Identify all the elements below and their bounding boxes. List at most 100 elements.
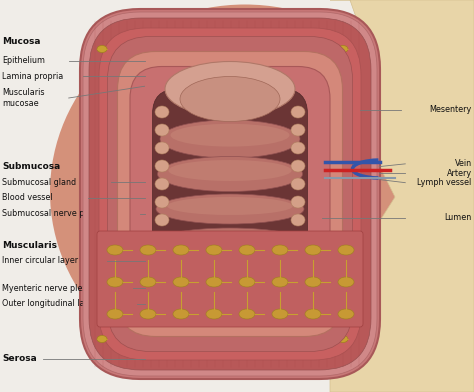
Circle shape (112, 272, 114, 275)
Text: Lumen: Lumen (445, 213, 472, 222)
Circle shape (318, 317, 320, 319)
Circle shape (234, 27, 237, 30)
Ellipse shape (158, 262, 282, 277)
Circle shape (97, 214, 99, 217)
Circle shape (288, 341, 291, 343)
Circle shape (322, 311, 325, 313)
Text: Outer longitudinal layer: Outer longitudinal layer (2, 299, 98, 308)
Circle shape (143, 319, 146, 322)
Circle shape (99, 232, 101, 234)
Ellipse shape (173, 245, 189, 255)
Circle shape (166, 339, 169, 341)
Circle shape (275, 38, 278, 40)
Circle shape (160, 335, 163, 337)
Text: Vein: Vein (455, 160, 472, 168)
Ellipse shape (272, 277, 288, 287)
Circle shape (166, 47, 169, 49)
Ellipse shape (157, 156, 302, 192)
Circle shape (350, 125, 353, 127)
Circle shape (119, 287, 122, 290)
Circle shape (133, 78, 135, 80)
Circle shape (347, 117, 350, 120)
FancyBboxPatch shape (89, 18, 371, 370)
Ellipse shape (157, 45, 167, 53)
Ellipse shape (291, 232, 305, 244)
Ellipse shape (155, 232, 169, 244)
Circle shape (322, 75, 325, 77)
Circle shape (95, 197, 98, 200)
Ellipse shape (291, 268, 305, 280)
Circle shape (359, 227, 362, 230)
Circle shape (262, 33, 264, 35)
Text: Muscularis: Muscularis (2, 241, 57, 249)
Circle shape (332, 88, 334, 90)
Ellipse shape (168, 160, 292, 181)
FancyBboxPatch shape (80, 9, 380, 379)
Circle shape (362, 210, 364, 212)
Ellipse shape (107, 309, 123, 319)
Ellipse shape (218, 336, 228, 343)
Ellipse shape (206, 245, 222, 255)
Circle shape (96, 206, 98, 208)
Circle shape (119, 98, 122, 101)
Ellipse shape (166, 231, 294, 248)
Circle shape (106, 257, 108, 259)
Circle shape (318, 69, 320, 71)
Circle shape (359, 158, 362, 160)
Circle shape (206, 356, 209, 358)
Circle shape (213, 28, 215, 31)
Circle shape (137, 314, 140, 316)
Circle shape (173, 43, 175, 45)
Text: Mesentery: Mesentery (429, 105, 472, 114)
Circle shape (173, 343, 175, 345)
Circle shape (154, 330, 156, 332)
Ellipse shape (165, 62, 295, 116)
Text: mucosae: mucosae (2, 100, 39, 108)
Ellipse shape (147, 260, 292, 285)
Circle shape (143, 66, 146, 69)
FancyBboxPatch shape (125, 109, 335, 219)
Ellipse shape (155, 268, 169, 280)
Circle shape (192, 352, 195, 354)
Ellipse shape (157, 336, 167, 343)
Circle shape (148, 61, 151, 63)
Ellipse shape (155, 142, 169, 154)
Ellipse shape (173, 309, 189, 319)
Circle shape (220, 27, 222, 30)
Circle shape (362, 175, 364, 178)
Circle shape (255, 31, 257, 33)
Circle shape (328, 81, 330, 83)
FancyBboxPatch shape (153, 89, 308, 279)
Ellipse shape (97, 45, 107, 53)
Circle shape (357, 236, 360, 238)
Circle shape (99, 154, 101, 156)
FancyBboxPatch shape (99, 28, 361, 360)
FancyBboxPatch shape (108, 36, 353, 352)
Circle shape (97, 171, 99, 173)
Circle shape (123, 91, 126, 94)
Ellipse shape (308, 45, 318, 53)
Circle shape (301, 332, 303, 335)
Ellipse shape (155, 214, 169, 226)
Ellipse shape (155, 160, 169, 172)
Circle shape (294, 49, 297, 51)
Circle shape (275, 348, 278, 350)
Circle shape (248, 29, 250, 31)
Ellipse shape (272, 245, 288, 255)
Circle shape (109, 121, 111, 123)
Ellipse shape (239, 309, 255, 319)
Polygon shape (330, 0, 474, 392)
Ellipse shape (338, 277, 354, 287)
Circle shape (340, 102, 343, 104)
Circle shape (123, 294, 126, 297)
Ellipse shape (140, 309, 156, 319)
Ellipse shape (291, 250, 305, 262)
Circle shape (227, 27, 229, 30)
Circle shape (98, 162, 100, 165)
Ellipse shape (167, 197, 293, 215)
Circle shape (362, 184, 365, 187)
Ellipse shape (291, 214, 305, 226)
Circle shape (112, 113, 114, 116)
Circle shape (103, 249, 106, 251)
Ellipse shape (173, 277, 189, 287)
